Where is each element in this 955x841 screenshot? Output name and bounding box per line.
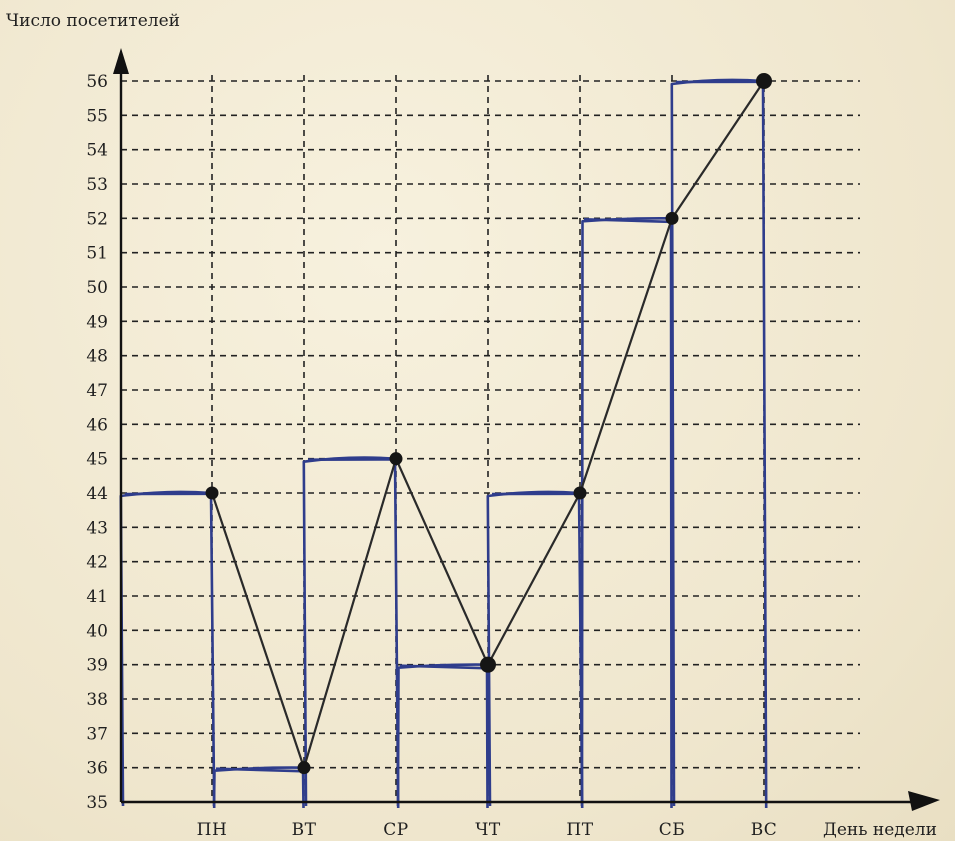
x-axis-label: День недели	[823, 820, 937, 840]
x-tick-label: ПТ	[566, 820, 593, 840]
y-tick-label: 44	[86, 484, 108, 504]
x-tick-label: ЧТ	[475, 820, 501, 840]
y-tick-label: 52	[86, 209, 108, 229]
y-tick-label: 35	[86, 793, 108, 813]
x-tick-label: ПН	[197, 820, 228, 840]
bar-top-stroke	[215, 767, 302, 773]
bar	[302, 456, 400, 809]
y-tick-label: 43	[86, 518, 108, 538]
data-point	[297, 761, 311, 775]
y-tick-label: 40	[86, 621, 108, 641]
data-point	[205, 486, 219, 500]
y-tick-label: 41	[86, 587, 108, 607]
y-tick-labels: 35 36 37 38 39 40 41 42 43 44 45 46 47 48 49 50 51 52 53 54…	[86, 72, 108, 813]
grid	[121, 75, 860, 802]
y-axis-label: Число посетителей	[6, 11, 180, 31]
bar-top-stroke	[399, 664, 486, 670]
y-tick-label: 36	[86, 759, 108, 779]
y-tick-label: 49	[86, 312, 108, 332]
x-axis-arrow	[908, 791, 940, 811]
data-point	[480, 656, 496, 673]
y-tick-label: 53	[86, 175, 108, 195]
y-tick-label: 45	[86, 450, 108, 470]
data-point	[389, 452, 403, 466]
y-tick-label: 46	[86, 415, 108, 435]
data-point	[573, 486, 587, 500]
x-tick-label: ВТ	[292, 820, 317, 840]
bar	[119, 490, 216, 809]
x-tick-label: СБ	[659, 820, 686, 840]
data-points	[205, 73, 772, 775]
bar	[396, 663, 489, 809]
bar-top-stroke	[583, 218, 670, 224]
x-tick-label: СР	[383, 820, 408, 840]
x-tick-labels: ПН ВТ СР ЧТ ПТ СБ ВС	[197, 820, 778, 840]
y-tick-label: 39	[86, 656, 108, 676]
bar	[486, 490, 584, 809]
data-point	[665, 211, 679, 225]
y-tick-label: 37	[86, 724, 108, 744]
y-axis-arrow	[113, 48, 129, 74]
x-tick-label: ВС	[751, 820, 778, 840]
axes	[113, 48, 940, 811]
y-tick-label: 51	[86, 244, 108, 264]
bar	[580, 216, 673, 809]
y-tick-label: 56	[86, 72, 108, 92]
y-tick-label: 54	[86, 141, 108, 161]
y-tick-label: 55	[86, 106, 108, 126]
y-tick-label: 42	[86, 553, 108, 573]
data-point	[756, 73, 772, 89]
y-tick-label: 38	[86, 690, 108, 710]
y-tick-label: 47	[86, 381, 108, 401]
y-tick-label: 50	[86, 278, 108, 298]
y-tick-label: 48	[86, 347, 108, 367]
